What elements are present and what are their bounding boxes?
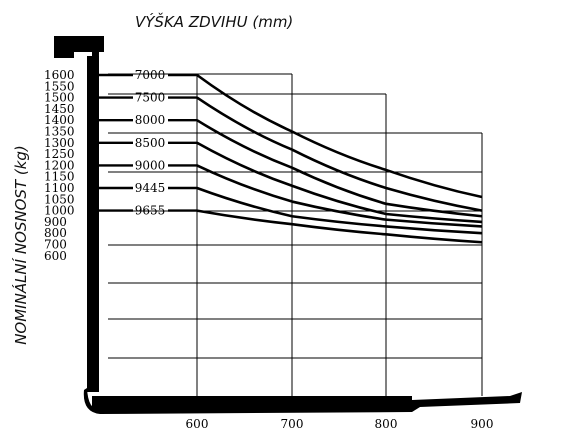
y-tick-label: 800 bbox=[44, 226, 67, 240]
series-curve bbox=[196, 119, 483, 218]
grid bbox=[108, 73, 483, 396]
series-curve bbox=[196, 164, 483, 228]
series-curve bbox=[196, 73, 483, 199]
y-tick-label: 1450 bbox=[44, 102, 75, 116]
series-label: 9445 bbox=[135, 181, 166, 195]
y-tick-label: 1250 bbox=[44, 147, 75, 161]
y-tick-label: 1150 bbox=[44, 170, 75, 184]
series-label: 7000 bbox=[135, 68, 166, 82]
y-tick-label: 900 bbox=[44, 215, 67, 229]
y-tick-label: 1300 bbox=[44, 136, 75, 150]
y-tick-label: 1050 bbox=[44, 192, 75, 206]
y-tick-label: 600 bbox=[44, 249, 67, 263]
y-tick-labels: 1600155015001450140013501300125012001150… bbox=[44, 68, 75, 263]
axis-frame bbox=[54, 36, 523, 414]
y-tick-label: 700 bbox=[44, 238, 67, 252]
x-tick-labels: 600 700 800 900 bbox=[186, 417, 494, 431]
y-tick-label: 1550 bbox=[44, 79, 75, 93]
y-axis-bar bbox=[87, 56, 99, 392]
x-axis-bar bbox=[83, 388, 523, 414]
series-label: 7500 bbox=[135, 91, 166, 105]
y-tick-label: 1200 bbox=[44, 158, 75, 172]
y-tick-label: 1500 bbox=[44, 91, 75, 105]
chart-title: VÝŠKA ZDVIHU (mm) bbox=[135, 12, 293, 31]
series-curve bbox=[196, 186, 483, 235]
x-tick-label: 800 bbox=[375, 417, 398, 431]
series-curve bbox=[196, 141, 483, 224]
y-tick-label: 1600 bbox=[44, 68, 75, 82]
series-label: 8500 bbox=[135, 136, 166, 150]
series-labels: 7000 7500 8000 8500 9000 9445 9655 bbox=[135, 68, 166, 218]
y-tick-label: 1100 bbox=[44, 181, 75, 195]
x-tick-label: 900 bbox=[471, 417, 494, 431]
x-tick-label: 700 bbox=[281, 417, 304, 431]
series-label: 9000 bbox=[135, 158, 166, 172]
y-tick-label: 1400 bbox=[44, 113, 75, 127]
x-axis-bar-fill bbox=[92, 396, 412, 410]
series-label: 9655 bbox=[135, 204, 166, 218]
x-tick-label: 600 bbox=[186, 417, 209, 431]
y-tick-label: 1000 bbox=[44, 204, 75, 218]
series-curves bbox=[99, 73, 483, 244]
series-curve bbox=[196, 96, 483, 212]
y-axis-label: NOMINÁLNÍ NOSNOST (kg) bbox=[11, 145, 30, 345]
series-curve bbox=[196, 209, 483, 244]
y-tick-label: 1350 bbox=[44, 125, 75, 139]
series-label: 8000 bbox=[135, 113, 166, 127]
